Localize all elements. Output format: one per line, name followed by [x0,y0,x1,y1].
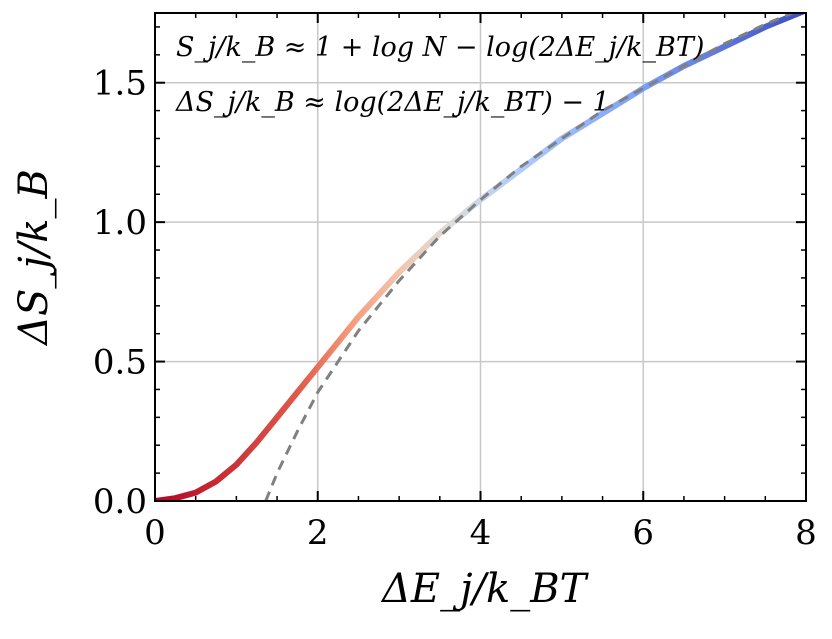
y-tick-label: 1.5 [93,64,147,104]
x-axis-label: ΔE_j/k_BT [382,566,587,612]
annotation-entropy: S_j/k_B ≈ 1 + log N − log(2ΔE_j/k_BT) [176,32,705,63]
x-tick-label: 6 [632,513,654,553]
y-tick-label: 0.0 [93,482,147,522]
y-tick-label: 1.0 [93,203,147,243]
y-tick-label: 0.5 [93,343,147,383]
series-group [155,13,806,501]
x-tick-label: 4 [470,513,492,553]
x-tick-label: 0 [144,513,166,553]
y-axis-label: ΔS_j/k_B [11,169,57,345]
plot-frame [154,12,807,502]
x-tick-label: 8 [795,513,817,553]
entropy-curve [155,13,806,501]
x-tick-label: 2 [307,513,329,553]
tick-labels: 0 2 4 6 8 0.0 0.5 1.0 1.5 [93,64,817,553]
asymptotic-approximation-curve [264,13,797,501]
annotation-entropy-change: ΔS_j/k_B ≈ log(2ΔE_j/k_BT) − 1 [176,87,610,118]
